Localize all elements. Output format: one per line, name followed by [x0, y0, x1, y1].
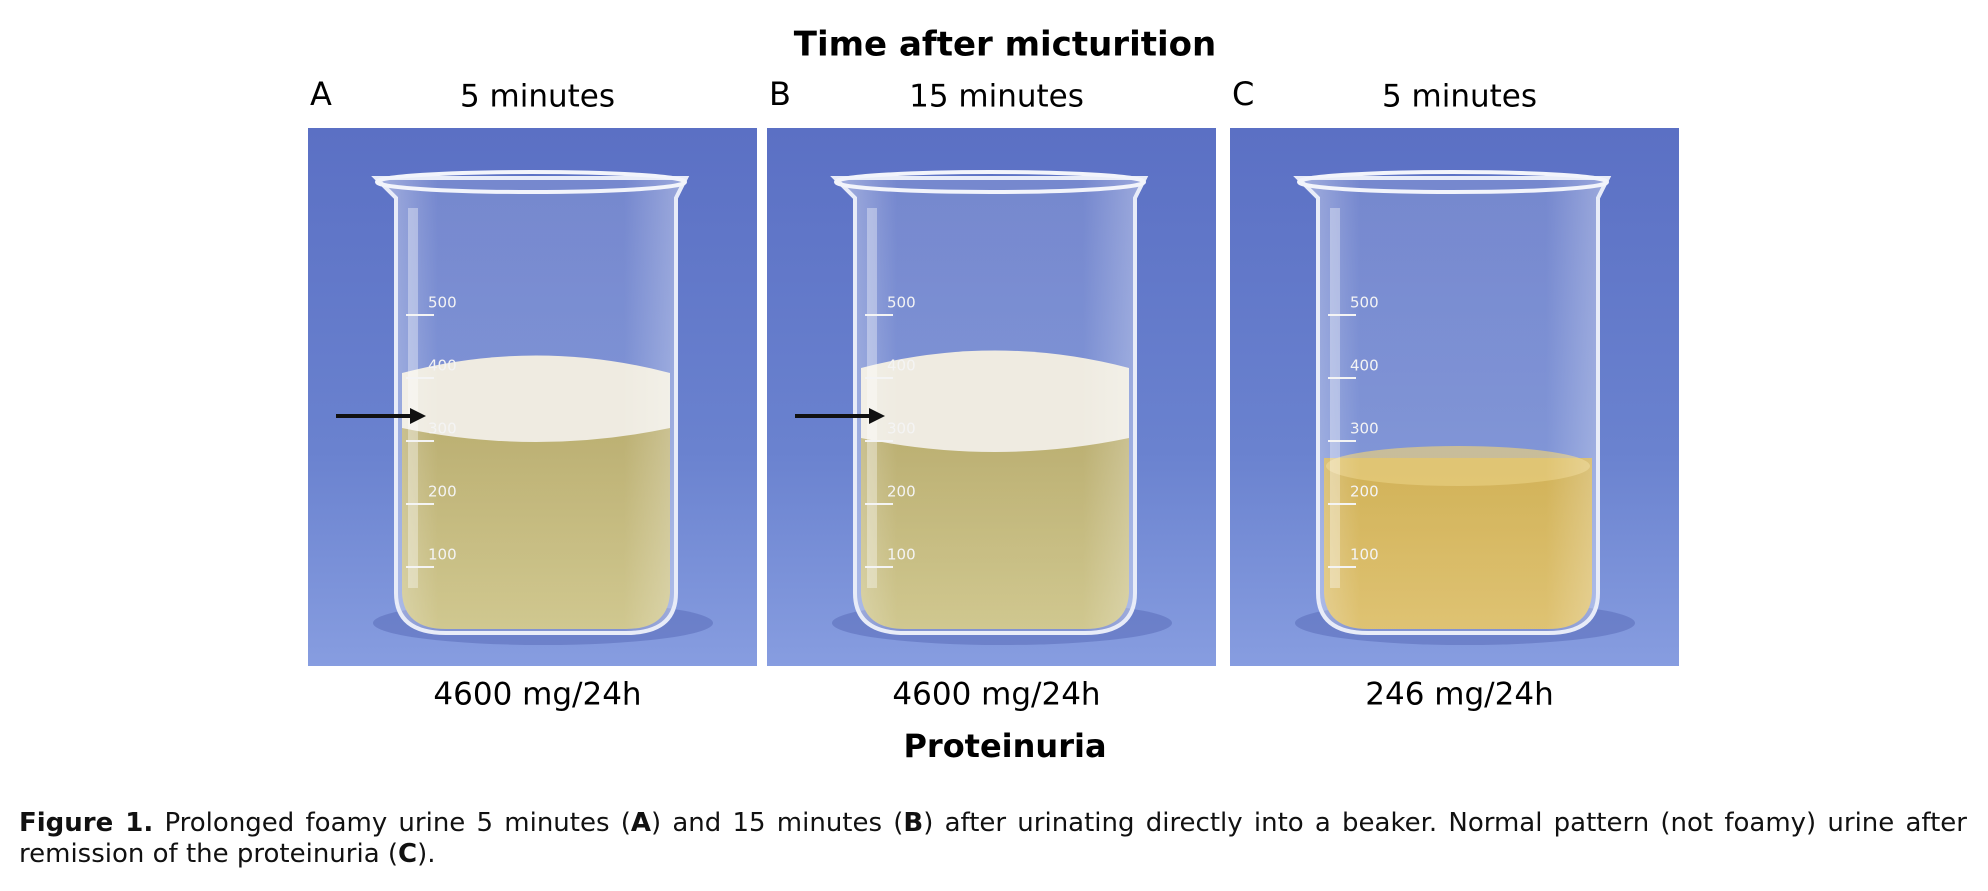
beaker-rim	[1297, 170, 1609, 194]
panel-protein: 4600 mg/24h	[433, 677, 641, 713]
graduation-label: 200	[428, 483, 457, 501]
graduation-label: 400	[1350, 357, 1379, 375]
graduation-label: 200	[1350, 483, 1379, 501]
figure-title: Time after micturition	[794, 25, 1216, 65]
graduation-label: 400	[887, 357, 916, 375]
arrow-head	[869, 408, 885, 424]
panel-letter: A	[310, 75, 332, 113]
graduation-label: 100	[1350, 546, 1379, 564]
caption-panel-ref: A	[630, 808, 651, 838]
glass-highlight	[1330, 208, 1340, 588]
graduation-label: 300	[887, 420, 916, 438]
caption-text: Prolonged foamy urine 5 minutes (	[164, 808, 631, 838]
panel-letter: C	[1232, 75, 1254, 113]
graduation-label: 200	[887, 483, 916, 501]
caption-panel-ref: C	[398, 839, 418, 869]
panel-protein: 246 mg/24h	[1365, 677, 1553, 713]
beaker	[371, 176, 690, 635]
graduation-label: 400	[428, 357, 457, 375]
panel-time: 5 minutes	[460, 79, 615, 115]
glass-highlight	[408, 208, 418, 588]
caption-label: Figure 1.	[19, 808, 154, 838]
caption-panel-ref: B	[903, 808, 924, 838]
glass-highlight	[867, 208, 877, 588]
caption-text: ) after urinating directly into a beaker…	[19, 808, 1967, 869]
graduation-label: 300	[1350, 420, 1379, 438]
panel-photo: 500 400 300 200 100	[1230, 128, 1679, 666]
caption: Figure 1. Prolonged foamy urine 5 minute…	[19, 808, 1967, 870]
beaker	[830, 176, 1149, 635]
graduation-label: 500	[887, 294, 916, 312]
graduation-label: 100	[428, 546, 457, 564]
graduation-label: 100	[887, 546, 916, 564]
caption-text: ) and 15 minutes (	[651, 808, 904, 838]
bottom-label: Proteinuria	[903, 727, 1106, 765]
beaker-rim	[375, 170, 687, 194]
figure: Time after micturition Proteinuria A 5 mi…	[308, 25, 1679, 765]
graduation-label: 500	[1350, 294, 1379, 312]
panel-protein: 4600 mg/24h	[892, 677, 1100, 713]
caption-text: ).	[417, 839, 436, 869]
panel-letter: B	[769, 75, 791, 113]
panel-time: 5 minutes	[1382, 79, 1537, 115]
beaker	[1293, 176, 1612, 635]
graduation-label: 300	[428, 420, 457, 438]
panel-photo: 500 400 300 200 100	[767, 128, 1216, 666]
panel-time: 15 minutes	[909, 79, 1084, 115]
graduation-label: 500	[428, 294, 457, 312]
arrow-head	[410, 408, 426, 424]
beaker-rim	[834, 170, 1146, 194]
panel-photo: 500 400 300 200 100	[308, 128, 757, 666]
